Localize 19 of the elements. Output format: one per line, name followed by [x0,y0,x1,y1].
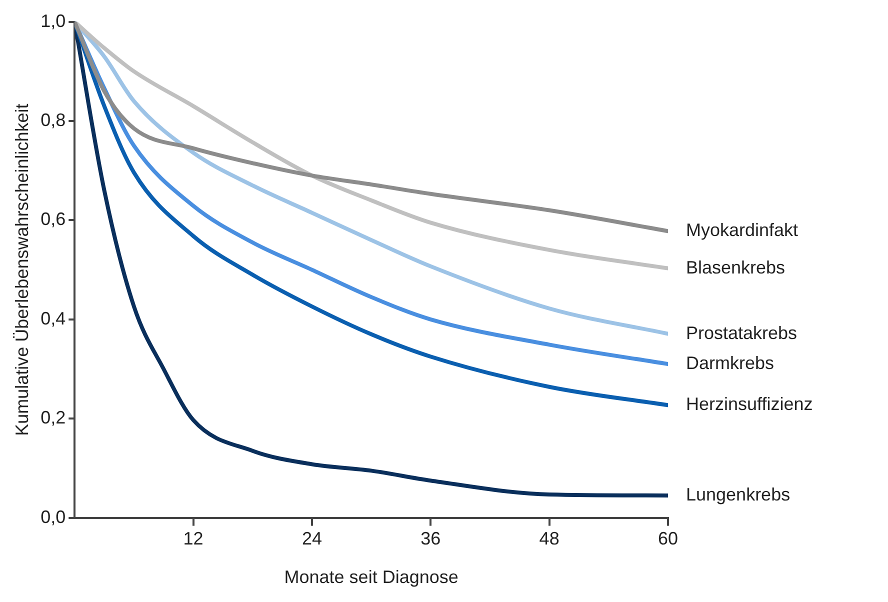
y-tick-label: 0,8 [40,110,66,130]
series-label: Myokardinfakt [686,220,798,240]
series-label: Blasenkrebs [686,257,786,278]
y-tick-label: 0,0 [40,506,66,527]
y-tick-label: 0,6 [40,209,66,230]
x-tick-label: 24 [302,528,322,549]
x-tick-label: 12 [183,528,204,549]
series-label: Lungenkrebs [686,484,790,504]
series-label: Herzinsuffizienz [686,394,813,414]
y-tick-label: 0,4 [40,308,66,328]
series-label: Darmkrebs [686,353,774,374]
x-tick-label: 60 [658,528,678,549]
x-axis-title: Monate seit Diagnose [284,567,458,588]
y-axis-title: Kumulative Überlebenswahrscheinlichkeit [12,104,32,436]
y-tick-label: 0,2 [40,408,66,428]
x-tick-label: 48 [539,528,560,549]
series-label: Prostatakrebs [686,322,798,343]
x-tick-label: 36 [420,528,441,549]
y-tick-label: 1,0 [40,10,66,31]
